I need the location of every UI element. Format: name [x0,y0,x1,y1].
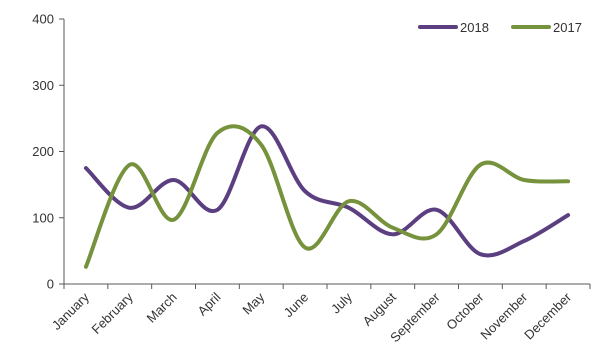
x-tick-label: January [49,289,93,333]
x-tick-label: May [239,289,267,317]
x-tick-label: August [360,289,399,328]
x-tick-label: July [328,289,355,316]
series-layer [83,124,571,269]
legend-label-2018: 2018 [460,20,489,35]
x-tick-label: June [281,290,312,321]
y-tick-label: 400 [32,12,54,27]
series-2018 [83,124,571,258]
series-2017 [83,124,571,269]
y-tick-label: 200 [32,144,54,159]
x-tick-label: December [521,289,574,342]
legend: 2018 2017 [418,20,582,35]
y-tick-label: 300 [32,78,54,93]
x-tick-label: October [443,289,487,333]
legend-label-2017: 2017 [553,20,582,35]
y-tick-label: 100 [32,210,54,225]
x-tick-label: February [88,289,136,337]
series-line-2017 [83,124,571,269]
y-tick-label: 0 [47,277,54,292]
x-tick-label: March [144,290,180,326]
series-line-2018 [83,124,571,258]
x-tick-label: April [195,289,224,318]
